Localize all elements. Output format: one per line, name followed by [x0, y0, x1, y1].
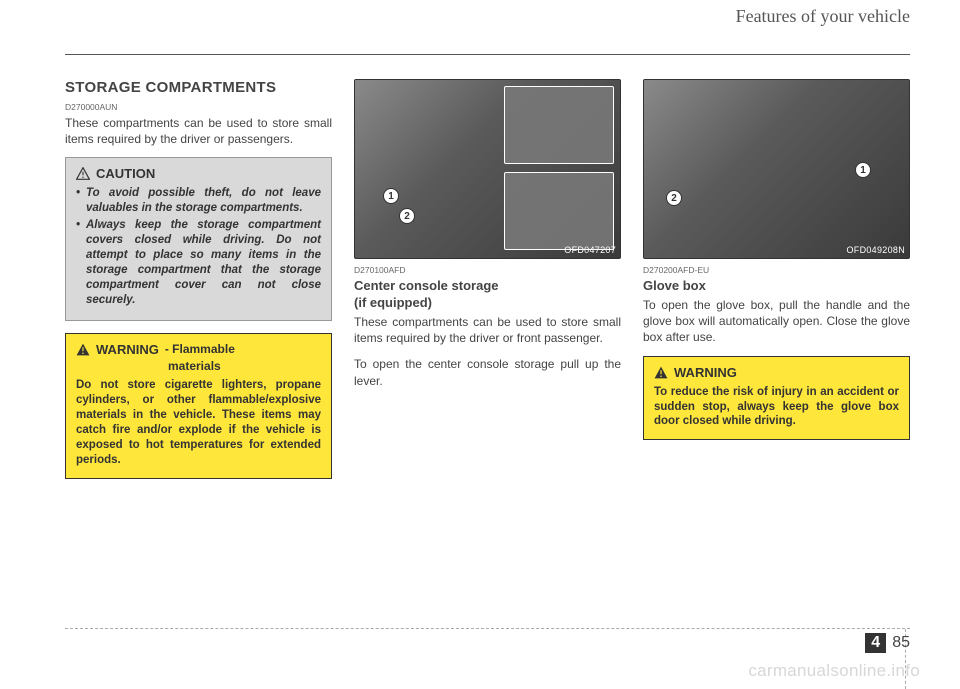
warning-box: WARNING To reduce the risk of injury in …	[643, 356, 910, 441]
warning-label: WARNING	[96, 342, 159, 357]
column-3: 2 1 OFD049208N D270200AFD-EU Glove box T…	[643, 79, 910, 491]
section-number: 4	[865, 633, 886, 653]
caution-box: CAUTION To avoid possible theft, do not …	[65, 157, 332, 321]
caution-item: Always keep the storage compartment cove…	[76, 218, 321, 308]
crop-mark-h	[65, 628, 910, 629]
subheading: (if equipped)	[354, 295, 621, 310]
body-text: These compartments can be used to store …	[354, 314, 621, 346]
page-footer: 4 85	[865, 633, 910, 653]
caution-list: To avoid possible theft, do not leave va…	[76, 186, 321, 308]
warning-header: WARNING	[654, 365, 899, 380]
intro-text: These compartments can be used to store …	[65, 115, 332, 147]
watermark: carmanualsonline.info	[748, 661, 920, 681]
body-text: To open the glove box, pull the handle a…	[643, 297, 910, 346]
marker-2: 2	[399, 208, 415, 224]
ref-code: D270000AUN	[65, 102, 332, 112]
column-1: STORAGE COMPARTMENTS D270000AUN These co…	[65, 79, 332, 491]
warning-box: WARNING - Flammable materials Do not sto…	[65, 333, 332, 479]
content-columns: STORAGE COMPARTMENTS D270000AUN These co…	[65, 79, 910, 491]
body-text: To open the center console storage pull …	[354, 356, 621, 388]
marker-1: 1	[383, 188, 399, 204]
photo-tag: OFD047207	[564, 245, 616, 255]
chapter-title: Features of your vehicle	[736, 6, 910, 27]
caution-header: CAUTION	[76, 166, 321, 181]
header-rule	[65, 54, 910, 55]
ref-code: D270200AFD-EU	[643, 265, 910, 275]
caution-item: To avoid possible theft, do not leave va…	[76, 186, 321, 216]
section-title: STORAGE COMPARTMENTS	[65, 79, 332, 96]
marker-1: 1	[855, 162, 871, 178]
warning-sublabel-2: materials	[76, 359, 321, 373]
caution-icon	[76, 167, 90, 180]
marker-2: 2	[666, 190, 682, 206]
warning-icon	[654, 366, 668, 379]
subheading: Center console storage	[354, 278, 621, 293]
warning-sublabel-1: - Flammable	[165, 342, 235, 356]
warning-header: WARNING - Flammable	[76, 342, 321, 357]
warning-text: To reduce the risk of injury in an accid…	[654, 385, 899, 430]
photo-inset	[504, 172, 614, 250]
page-number: 85	[886, 634, 910, 652]
photo-inset	[504, 86, 614, 164]
glove-box-photo: 2 1 OFD049208N	[643, 79, 910, 259]
photo-tag: OFD049208N	[846, 245, 905, 255]
ref-code: D270100AFD	[354, 265, 621, 275]
column-2: 1 2 OFD047207 D270100AFD Center console …	[354, 79, 621, 491]
warning-label: WARNING	[674, 365, 737, 380]
warning-icon	[76, 343, 90, 356]
center-console-photo: 1 2 OFD047207	[354, 79, 621, 259]
page: Features of your vehicle STORAGE COMPART…	[0, 0, 960, 491]
caution-label: CAUTION	[96, 166, 155, 181]
warning-text: Do not store cigarette lighters, propane…	[76, 378, 321, 468]
subheading: Glove box	[643, 278, 910, 293]
